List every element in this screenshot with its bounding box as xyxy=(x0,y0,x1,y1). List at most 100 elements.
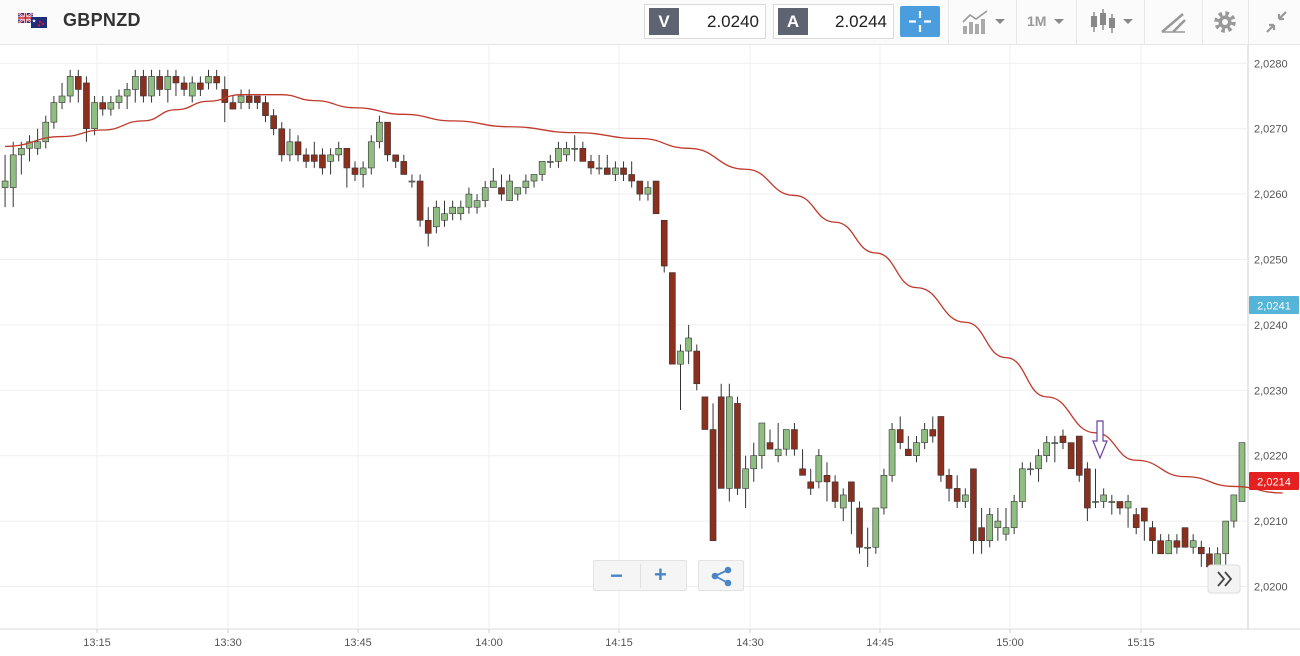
time-tick-label: 15:15 xyxy=(1127,637,1155,649)
candle xyxy=(205,69,212,90)
price-chart[interactable]: 13:15 13:30 13:45 14:00 14:15 14:30 14:45 15:00… xyxy=(0,45,1300,656)
candle xyxy=(1189,534,1197,554)
candle xyxy=(1157,534,1164,555)
candle xyxy=(107,96,115,116)
candle xyxy=(335,141,343,162)
flag-icon xyxy=(18,13,47,28)
chart-type-icon xyxy=(962,10,988,34)
candle xyxy=(367,135,375,175)
zoom-divider xyxy=(640,564,641,588)
candle xyxy=(294,135,302,162)
candle xyxy=(278,122,286,162)
candle xyxy=(896,416,904,450)
candle xyxy=(1141,507,1148,541)
candle xyxy=(563,141,570,162)
candle xyxy=(929,416,937,443)
candle xyxy=(514,187,522,201)
candle xyxy=(791,422,798,456)
candle xyxy=(465,187,473,214)
candle xyxy=(180,76,188,97)
chevron-down-icon xyxy=(1123,19,1133,24)
candle xyxy=(1165,534,1173,555)
candle xyxy=(1002,508,1010,541)
candle xyxy=(302,148,310,168)
candle xyxy=(433,200,440,234)
zoom-controls: − + xyxy=(593,560,687,591)
candle xyxy=(392,154,399,168)
scroll-right-icon xyxy=(1217,571,1233,587)
candle xyxy=(115,89,123,110)
candle xyxy=(188,76,196,103)
candle xyxy=(701,396,709,430)
price-axis: 2,0280 2,0270 2,0260 2,0250 2,0240 2,0230 2,02… xyxy=(1254,58,1288,593)
candle xyxy=(1059,429,1067,450)
candle xyxy=(807,468,815,495)
candle xyxy=(123,82,131,110)
candle xyxy=(1027,462,1034,476)
candle xyxy=(742,455,749,509)
share-icon xyxy=(711,566,732,587)
candle xyxy=(587,154,595,175)
candle xyxy=(83,76,90,142)
candle xyxy=(799,449,806,476)
candle xyxy=(441,200,448,227)
candle xyxy=(953,475,961,509)
drawing-tools-button[interactable] xyxy=(1144,0,1203,44)
settings-button[interactable] xyxy=(1202,0,1249,44)
candle xyxy=(286,128,294,162)
candle xyxy=(408,174,416,188)
candle xyxy=(856,501,863,554)
instrument-symbol: GBPNZD xyxy=(63,10,141,30)
candle xyxy=(1010,494,1018,535)
price-tick-label: 2,0230 xyxy=(1254,385,1288,397)
time-tick-label: 13:15 xyxy=(83,637,111,649)
drawing-tool-icon xyxy=(1161,13,1186,33)
candle xyxy=(905,436,912,456)
collapse-button[interactable] xyxy=(1248,0,1300,44)
candle xyxy=(221,76,229,123)
timeframe-menu[interactable]: 1M xyxy=(1016,0,1077,44)
candles-menu[interactable] xyxy=(1076,0,1145,44)
candle xyxy=(709,403,717,542)
instrument-toolbar: GBPNZD V 2.0240 A 2.0244 1M xyxy=(0,0,1300,45)
candle xyxy=(481,181,489,208)
candle xyxy=(538,161,546,182)
candle xyxy=(9,141,17,208)
candle xyxy=(603,154,611,175)
share-button[interactable] xyxy=(698,560,744,591)
candle xyxy=(1067,442,1075,470)
candle xyxy=(937,416,945,482)
candle xyxy=(1198,540,1205,567)
candle xyxy=(1149,521,1156,554)
candle xyxy=(66,69,74,103)
zoom-out-button[interactable]: − xyxy=(610,563,623,588)
candle xyxy=(1173,534,1181,554)
candle xyxy=(237,89,245,110)
collapse-icon xyxy=(1266,11,1287,33)
price-tick-label: 2,0250 xyxy=(1254,255,1288,267)
candle xyxy=(864,527,871,567)
candle xyxy=(140,69,147,103)
arrow-marker-icon xyxy=(1092,420,1108,460)
candle xyxy=(1075,435,1083,482)
zoom-in-button[interactable]: + xyxy=(654,562,667,587)
candle xyxy=(99,96,107,116)
candle xyxy=(197,76,204,97)
scroll-right-button[interactable] xyxy=(1207,564,1241,594)
sell-price-button[interactable]: V 2.0240 xyxy=(644,4,766,39)
crosshair-button[interactable] xyxy=(900,6,940,37)
candle xyxy=(1181,527,1189,548)
candle xyxy=(270,109,277,136)
candle xyxy=(498,174,505,201)
buy-price-button[interactable]: A 2.0244 xyxy=(773,4,894,39)
candle xyxy=(571,135,579,162)
candle xyxy=(506,174,513,201)
candles-icon xyxy=(1091,9,1115,33)
crosshair-icon xyxy=(909,11,931,32)
price-tick-label: 2,0220 xyxy=(1254,451,1288,463)
candle xyxy=(913,436,920,463)
candle xyxy=(1238,442,1246,502)
candle xyxy=(685,324,692,365)
candle xyxy=(978,508,985,554)
chart-type-menu[interactable] xyxy=(948,0,1017,44)
